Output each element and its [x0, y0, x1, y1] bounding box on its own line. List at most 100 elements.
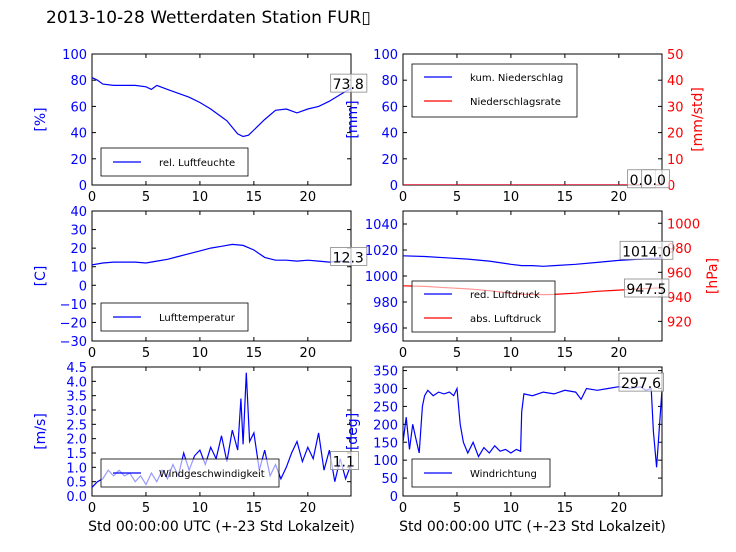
panel4-value-box [330, 451, 359, 471]
panel0-xtick-label: 5 [142, 190, 150, 205]
panel1-ytick-label: 40 [381, 127, 398, 142]
panel1-ytick-label: 60 [381, 100, 398, 115]
panel2-frame [91, 210, 352, 342]
panel1-y2label: [mm/std] [690, 87, 706, 152]
panel4-ytick-label: 1.0 [66, 461, 87, 476]
panel1-y2tick-label: 10 [667, 153, 684, 168]
panel3-ylabel: [hPa] [705, 258, 721, 294]
panel3-y2tick-label: 920 [667, 315, 692, 330]
panel3-xtick-label: 0 [399, 346, 407, 361]
panel2-xtick-label: 15 [246, 346, 263, 361]
panel4-value-label: 1.1 [333, 455, 355, 471]
panel3-xtick-label: 10 [503, 346, 520, 361]
panel4-ytick-label: 2.0 [66, 433, 87, 448]
panel5-ytick-label: 0 [390, 490, 398, 505]
panel2-xtick-label: 0 [88, 346, 96, 361]
panel5-ytick-label: 350 [373, 365, 398, 380]
panel5-frame [402, 366, 663, 497]
panel2-ytick-label: 0 [79, 279, 87, 294]
panel4-ytick-label: 3.0 [66, 404, 87, 419]
panel3-ytick-label: 960 [373, 322, 398, 337]
panel2-ytick-label: −20 [60, 316, 87, 331]
panel1-ylabel: [mm] [345, 100, 361, 138]
panel5-value-label: 297.6 [621, 376, 661, 392]
panel1-value-label: 0.0 [644, 173, 666, 189]
figure-title: 2013-10-28 Wetterdaten Station FUR▯ [46, 8, 371, 28]
panel3-series-line-0 [403, 255, 662, 267]
panel2-ylabel: [C] [33, 266, 49, 287]
panel0-xtick-label: 10 [192, 190, 209, 205]
panel4-xtick-label: 10 [192, 501, 209, 516]
panel0-ytick-label: 20 [70, 153, 87, 168]
panel3-ytick-label: 1000 [365, 270, 398, 285]
panel2-xtick-label: 5 [142, 346, 150, 361]
panel5-legend-label: Windrichtung [470, 469, 537, 480]
panel1-y2tick-label: 40 [667, 74, 684, 89]
panel3-value-label: 947.5 [626, 282, 666, 298]
panel3-xtick-label: 5 [453, 346, 461, 361]
panel0-xtick-label: 0 [88, 190, 96, 205]
panel0-frame [91, 53, 352, 186]
panel3-legend-box [411, 280, 556, 333]
panel5-xtick-label: 10 [503, 501, 520, 516]
panel1-legend-label: kum. Niederschlag [470, 73, 563, 84]
panel2-legend-label: Lufttemperatur [159, 313, 236, 324]
panel5-ytick-label: 250 [373, 400, 398, 415]
panel2-xtick-label: 10 [192, 346, 209, 361]
panel0-xtick-label: 20 [300, 190, 317, 205]
panel3-y2tick-label: 940 [667, 291, 692, 306]
panel3-y2tick-label: 1000 [667, 217, 700, 232]
panel0-ytick-label: 0 [79, 179, 87, 194]
panel1-value-box [641, 169, 670, 189]
panel2-ytick-label: −10 [60, 298, 87, 313]
panel2-xtick-label: 20 [300, 346, 317, 361]
panel1-xtick-label: 20 [611, 190, 628, 205]
panel2-ytick-label: 30 [70, 224, 87, 239]
panel1-xtick-label: 0 [399, 190, 407, 205]
panel3-ytick-label: 1040 [365, 218, 398, 233]
panel0-value-label: 73.8 [333, 77, 364, 93]
panel0-series-line-0 [92, 77, 351, 138]
panel5-ylabel: [deg] [345, 413, 361, 450]
panel2-value-label: 12.3 [333, 250, 364, 266]
panel2-ytick-label: 10 [70, 261, 87, 276]
panel3-ytick-label: 980 [373, 296, 398, 311]
panel0-ytick-label: 100 [62, 48, 87, 63]
panel5-value-box [618, 372, 664, 392]
panel5-ytick-label: 300 [373, 383, 398, 398]
panel4-legend-label: Windgeschwindigkeit [159, 469, 265, 480]
panel0-ylabel: [%] [33, 107, 49, 131]
panel1-y2tick-label: 30 [667, 100, 684, 115]
panel3-xtick-label: 15 [557, 346, 574, 361]
panel0-ytick-label: 80 [70, 74, 87, 89]
panel3-ytick-label: 1020 [365, 244, 398, 259]
panel1-y2tick-label: 50 [667, 48, 684, 63]
panel5-xtick-label: 5 [453, 501, 461, 516]
panel1-y2tick-label: 20 [667, 127, 684, 142]
panel4-ytick-label: 2.5 [66, 418, 87, 433]
panel1-ytick-label: 0 [390, 179, 398, 194]
panel4-ytick-label: 4.5 [66, 361, 87, 376]
panel1-ytick-label: 20 [381, 153, 398, 168]
panel5-ytick-label: 50 [381, 472, 398, 487]
panel5-xtick-label: 20 [611, 501, 628, 516]
panel2-ytick-label: −30 [60, 335, 87, 350]
panel4-xtick-label: 20 [300, 501, 317, 516]
panel4-ytick-label: 4.0 [66, 375, 87, 390]
panel0-ytick-label: 40 [70, 127, 87, 142]
panel5-ytick-label: 150 [373, 436, 398, 451]
panel1-ytick-label: 80 [381, 74, 398, 89]
panel5-xlabel: Std 00:00:00 UTC (+-23 Std Lokalzeit) [399, 519, 666, 535]
panel2-ytick-label: 40 [70, 205, 87, 220]
panel3-value-label: 1014.0 [622, 244, 671, 260]
panel2-ytick-label: 20 [70, 242, 87, 257]
panel4-xtick-label: 5 [142, 501, 150, 516]
panel5-xtick-label: 15 [557, 501, 574, 516]
panel4-ytick-label: 0.5 [66, 476, 87, 491]
panel1-legend-box [411, 63, 578, 118]
panel1-xtick-label: 5 [453, 190, 461, 205]
panel4-ytick-label: 1.5 [66, 447, 87, 462]
panel3-legend-label: red. Luftdruck [470, 290, 540, 301]
panel4-xtick-label: 15 [246, 501, 263, 516]
